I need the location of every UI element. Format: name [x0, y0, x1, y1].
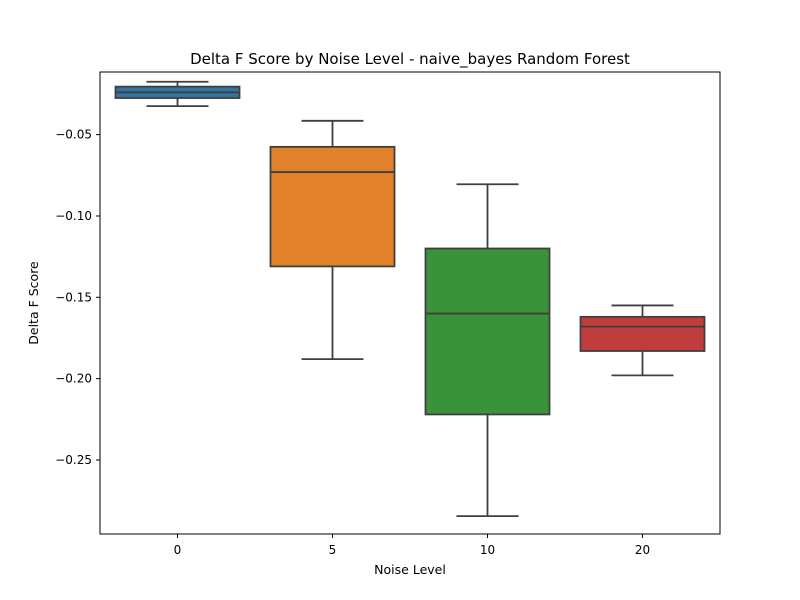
- x-tick-label-0: 0: [174, 543, 182, 557]
- y-tick-label-3: −0.20: [55, 372, 92, 386]
- box-20: [579, 315, 706, 352]
- x-tick-label-10: 10: [480, 543, 495, 557]
- y-tick-label-2: −0.15: [55, 290, 92, 304]
- box-group-20: [579, 304, 706, 377]
- x-tick-label-20: 20: [635, 543, 650, 557]
- box-group-5: [269, 119, 396, 361]
- box-5: [269, 145, 396, 268]
- x-axis: 0 5 10 20: [174, 534, 650, 557]
- chart-title: Delta F Score by Noise Level - naive_bay…: [190, 50, 630, 69]
- box-10: [424, 247, 551, 416]
- y-tick-label-4: −0.25: [55, 453, 92, 467]
- y-axis: −0.05 −0.10 −0.15 −0.20 −0.25: [55, 128, 100, 467]
- x-axis-label: Noise Level: [374, 562, 446, 577]
- plot-area: [114, 80, 706, 518]
- x-tick-label-5: 5: [329, 543, 337, 557]
- y-tick-label-0: −0.05: [55, 128, 92, 142]
- box-group-0: [114, 80, 241, 108]
- plot-frame: [99, 71, 721, 535]
- y-tick-label-1: −0.10: [55, 209, 92, 223]
- y-axis-label: Delta F Score: [26, 261, 41, 345]
- box-group-10: [424, 183, 551, 518]
